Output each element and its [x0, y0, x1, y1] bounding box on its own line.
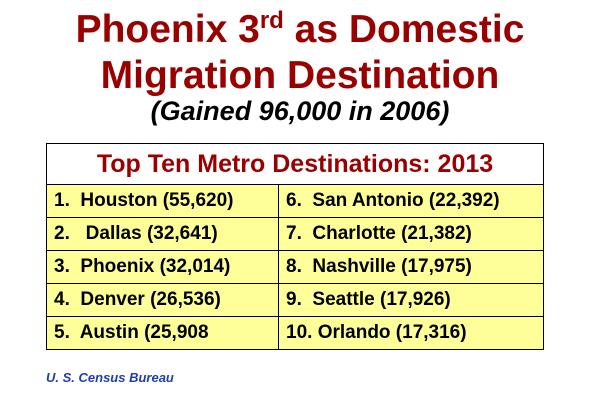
title-text: Phoenix 3	[75, 8, 260, 51]
table-row: 5. Austin (25,908 10. Orlando (17,316)	[46, 316, 544, 350]
table-cell: 8. Nashville (17,975)	[278, 250, 544, 284]
title-line-1: Phoenix 3rd as Domestic	[0, 8, 600, 52]
source-note: U. S. Census Bureau	[46, 370, 174, 385]
table-body: Top Ten Metro Destinations: 2013 1. Hous…	[46, 143, 544, 350]
table-row: 4. Denver (26,536) 9. Seattle (17,926)	[46, 283, 544, 317]
table-title: Top Ten Metro Destinations: 2013	[46, 143, 544, 185]
table-row: 1. Houston (55,620) 6. San Antonio (22,39…	[46, 184, 544, 218]
table-row: 3. Phoenix (32,014) 8. Nashville (17,975)	[46, 250, 544, 284]
title-line-2: Migration Destination	[100, 54, 500, 97]
table-cell: 1. Houston (55,620)	[46, 184, 279, 218]
table-cell: 2. Dallas (32,641)	[46, 217, 279, 251]
title-superscript: rd	[259, 7, 284, 34]
table-cell: 5. Austin (25,908	[46, 316, 279, 350]
table-cell: 9. Seattle (17,926)	[278, 283, 544, 317]
destinations-table: Top Ten Metro Destinations: 2013 1. Hous…	[46, 143, 544, 350]
table-title-row: Top Ten Metro Destinations: 2013	[46, 143, 544, 185]
subtitle: (Gained 96,000 in 2006)	[150, 96, 450, 126]
title-text: as Domestic	[283, 8, 525, 51]
table-cell: 4. Denver (26,536)	[46, 283, 279, 317]
table-row: 2. Dallas (32,641) 7. Charlotte (21,382)	[46, 217, 544, 251]
table-cell: 3. Phoenix (32,014)	[46, 250, 279, 284]
table-cell: 10. Orlando (17,316)	[278, 316, 544, 350]
table-cell: 6. San Antonio (22,392)	[278, 184, 544, 218]
table-cell: 7. Charlotte (21,382)	[278, 217, 544, 251]
